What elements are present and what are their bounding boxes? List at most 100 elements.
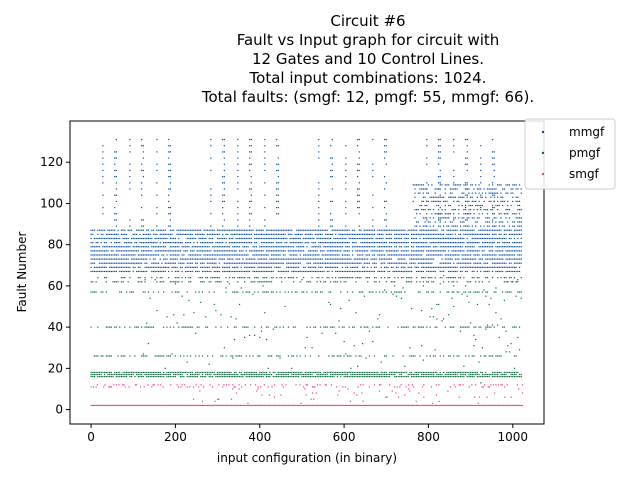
point-mmgf (318, 246, 320, 248)
point-mmgf (331, 233, 333, 235)
point-mmgf (311, 246, 313, 248)
point-mmgf (129, 176, 131, 178)
point-mmgf (191, 266, 193, 268)
point-pmgf (468, 371, 470, 374)
point-mmgf (277, 169, 279, 172)
point-pmgf (380, 277, 382, 279)
point-mmgf (419, 213, 421, 215)
point-mmgf (454, 250, 457, 252)
point-pmgf (265, 375, 268, 378)
point-mmgf (397, 233, 399, 235)
point-mmgf (490, 196, 492, 198)
point-mmgf (191, 258, 193, 260)
point-mmgf (451, 237, 453, 240)
point-smgf (241, 404, 243, 407)
point-mmgf (470, 250, 472, 252)
point-mmgf (279, 266, 281, 268)
point-mmgf (468, 225, 470, 227)
point-pmgf (508, 351, 511, 353)
point-pmgf (225, 277, 227, 279)
point-mmgf (110, 246, 112, 248)
point-mmgf (439, 270, 441, 273)
point-mmgf (97, 246, 99, 248)
point-pmgf (481, 281, 484, 283)
point-smgf (380, 384, 382, 386)
point-smgf (296, 404, 298, 407)
point-mmgf (421, 242, 423, 244)
point-mmgf (141, 219, 143, 221)
point-pmgf (439, 277, 441, 279)
point-pmgf (146, 371, 148, 374)
point-pmgf (451, 373, 453, 376)
point-mmgf (446, 184, 448, 186)
point-pmgf (238, 303, 241, 306)
point-mmgf (203, 250, 205, 252)
point-mmgf (358, 157, 360, 159)
point-mmgf (437, 188, 440, 190)
point-mmgf (372, 219, 374, 221)
point-pmgf (375, 277, 377, 279)
point-mmgf (269, 242, 271, 244)
point-mmgf (424, 266, 426, 268)
point-pmgf (117, 375, 119, 378)
point-mmgf (299, 250, 301, 252)
point-mmgf (169, 206, 171, 209)
point-mmgf (454, 270, 457, 273)
point-mmgf (132, 246, 134, 248)
point-pmgf (481, 375, 484, 378)
point-mmgf (377, 254, 379, 256)
point-mmgf (404, 237, 406, 240)
point-mmgf (235, 262, 237, 264)
point-mmgf (491, 219, 494, 221)
point-mmgf (424, 246, 426, 248)
point-mmgf (245, 242, 247, 244)
point-mmgf (316, 262, 318, 264)
point-mmgf (495, 270, 497, 273)
point-mmgf (311, 250, 313, 252)
point-pmgf (110, 355, 112, 357)
point-pmgf (400, 326, 403, 328)
point-mmgf (211, 246, 214, 248)
point-smgf (415, 400, 417, 402)
point-pmgf (358, 355, 360, 357)
point-mmgf (144, 258, 146, 260)
point-mmgf (426, 262, 428, 264)
point-mmgf (191, 254, 193, 256)
point-mmgf (383, 270, 386, 273)
point-mmgf (382, 258, 384, 260)
point-mmgf (119, 242, 121, 244)
point-pmgf (149, 326, 151, 328)
point-mmgf (139, 262, 141, 264)
point-mmgf (257, 262, 259, 264)
point-mmgf (478, 233, 480, 235)
point-mmgf (132, 233, 134, 235)
point-pmgf (459, 371, 462, 374)
point-mmgf (149, 250, 151, 252)
point-mmgf (340, 250, 342, 252)
point-mmgf (491, 209, 494, 211)
point-mmgf (166, 250, 168, 252)
point-smgf (319, 384, 321, 386)
point-mmgf (141, 250, 143, 252)
point-mmgf (276, 258, 278, 260)
point-mmgf (233, 233, 236, 235)
point-pmgf (105, 291, 107, 293)
point-pmgf (100, 373, 102, 376)
point-smgf (160, 404, 162, 407)
point-smgf (489, 386, 491, 388)
point-mmgf (466, 163, 468, 165)
point-mmgf (454, 188, 457, 190)
point-smgf (494, 404, 496, 407)
point-mmgf (419, 270, 421, 273)
point-mmgf (259, 233, 261, 235)
point-mmgf (291, 229, 293, 231)
point-mmgf (254, 246, 256, 248)
point-pmgf (513, 277, 516, 279)
point-pmgf (495, 355, 497, 357)
point-mmgf (309, 237, 311, 240)
point-pmgf (139, 277, 141, 279)
point-smgf (358, 404, 360, 407)
point-mmgf (481, 237, 484, 240)
point-pmgf (117, 281, 119, 283)
point-pmgf (394, 375, 396, 378)
